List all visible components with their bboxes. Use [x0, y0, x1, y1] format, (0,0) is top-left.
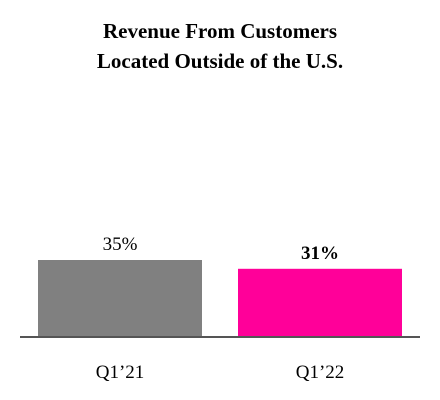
chart-title: Revenue From Customers Located Outside o… — [0, 16, 440, 76]
chart-title-line-2: Located Outside of the U.S. — [96, 49, 344, 73]
bar-2 — [238, 268, 402, 337]
x-tick-label-1: Q1’21 — [96, 362, 145, 383]
bar-value-label-2: 31% — [301, 243, 339, 264]
bar-value-label-1: 35% — [103, 234, 138, 255]
bar-1 — [38, 260, 202, 337]
x-tick-label-2: Q1’22 — [296, 362, 345, 383]
chart-title-line-1: Revenue From Customers — [102, 19, 338, 43]
